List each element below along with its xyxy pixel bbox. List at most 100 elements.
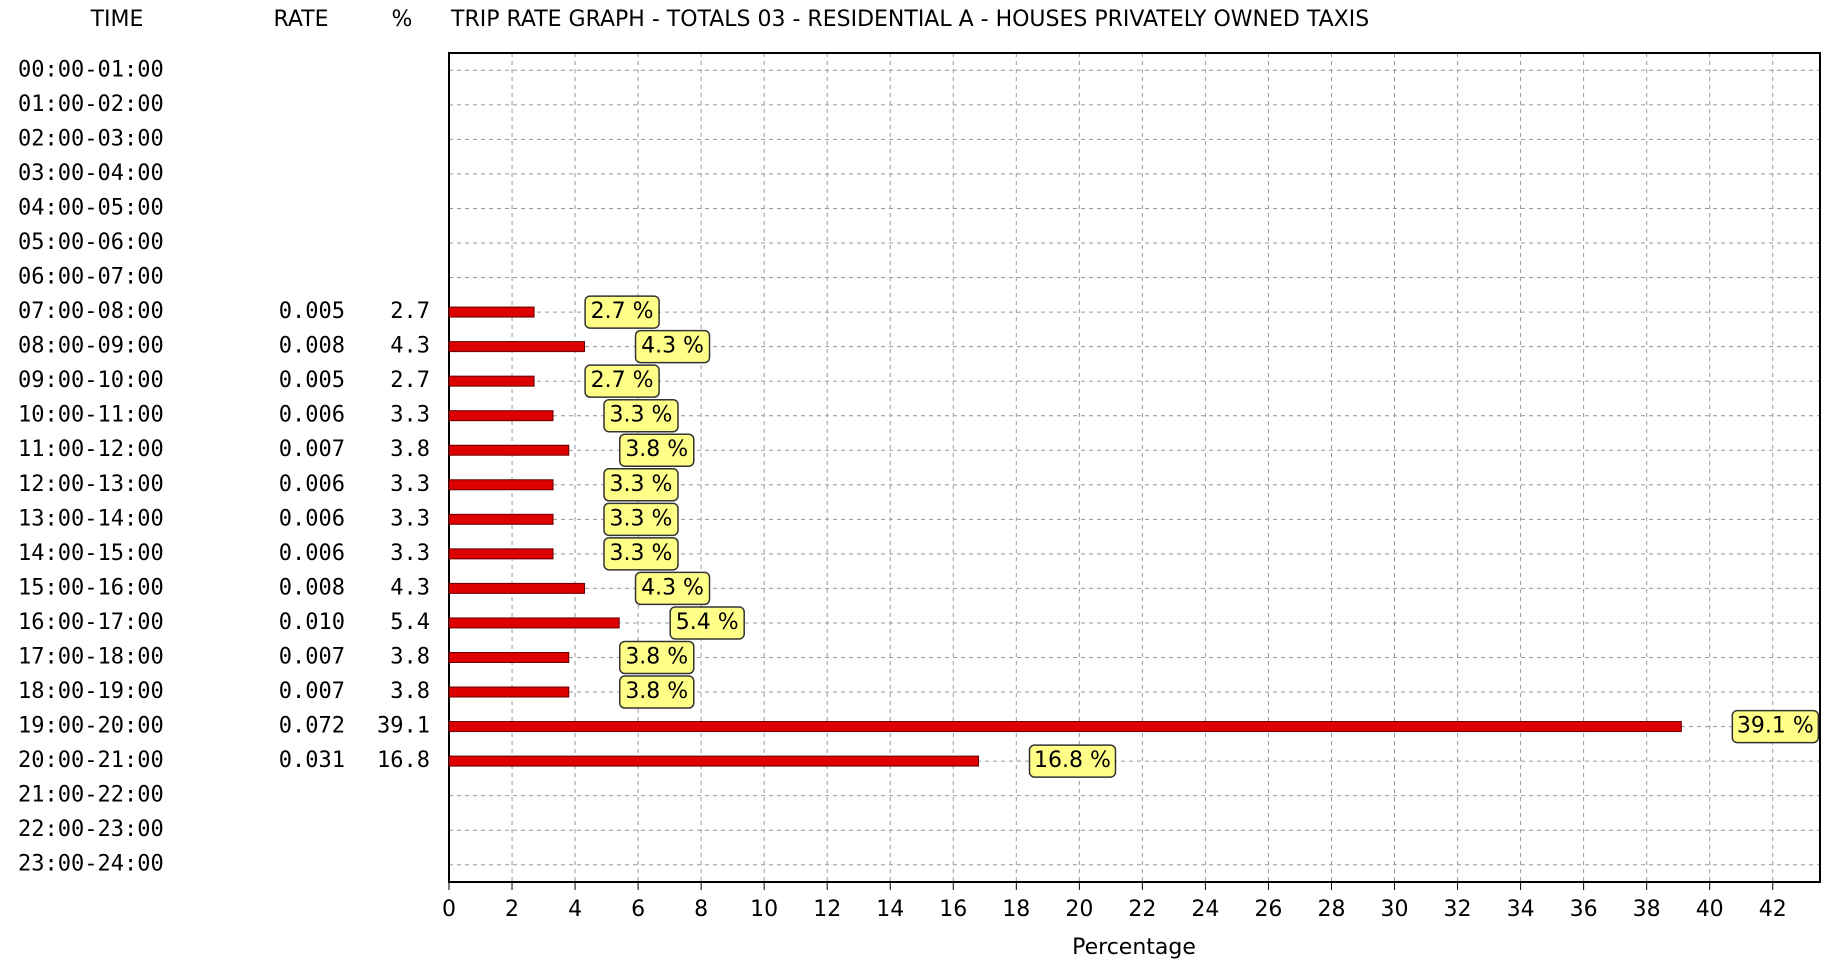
bar (448, 410, 554, 422)
bar (448, 755, 979, 767)
rate-label: 0.031 (279, 748, 345, 773)
x-tick-label: 34 (1507, 897, 1535, 922)
time-label: 09:00-10:00 (18, 368, 164, 393)
rate-label: 0.007 (279, 437, 345, 462)
data-label-box (619, 640, 695, 675)
time-label: 00:00-01:00 (18, 57, 164, 82)
x-tick-label: 20 (1065, 897, 1093, 922)
x-axis-label: Percentage (1072, 935, 1196, 960)
data-label-box (619, 675, 695, 709)
x-tick-label: 6 (631, 897, 645, 922)
data-label-box (1731, 709, 1820, 744)
bar (448, 651, 570, 663)
x-tick-label: 26 (1254, 897, 1282, 922)
time-label: 01:00-02:00 (18, 92, 164, 117)
rate-label: 0.005 (279, 368, 345, 393)
data-label-box (603, 398, 679, 433)
time-label: 23:00-24:00 (18, 852, 164, 877)
rate-label: 0.005 (279, 299, 345, 324)
x-tick-label: 24 (1191, 897, 1219, 922)
bar (448, 617, 620, 629)
bar (448, 548, 554, 560)
bar (448, 686, 570, 698)
bar (448, 582, 586, 594)
x-tick-label: 0 (442, 897, 456, 922)
rate-label: 0.006 (279, 472, 345, 497)
time-label: 03:00-04:00 (18, 161, 164, 186)
bar (448, 375, 535, 387)
data-label: 2.7 % (591, 299, 654, 324)
time-label: 07:00-08:00 (18, 299, 164, 324)
percent-header: % (392, 7, 413, 32)
percent-label: 3.3 (390, 541, 430, 566)
x-tick-label: 22 (1128, 897, 1156, 922)
time-label: 10:00-11:00 (18, 403, 164, 428)
time-label: 02:00-03:00 (18, 126, 164, 151)
rate-label: 0.006 (279, 541, 345, 566)
data-label-box (603, 537, 679, 571)
data-label: 3.3 % (610, 541, 673, 566)
bar (448, 513, 554, 525)
percent-label: 3.3 (390, 403, 430, 428)
data-label-box (603, 502, 679, 537)
time-label: 11:00-12:00 (18, 437, 164, 462)
x-tick-label: 2 (505, 897, 519, 922)
plot-frame (448, 52, 1821, 883)
data-label: 4.3 % (641, 575, 704, 600)
percent-label: 2.7 (390, 368, 430, 393)
data-label-box (603, 468, 679, 502)
rate-label: 0.006 (279, 403, 345, 428)
bar (448, 306, 535, 318)
x-tick-label: 14 (876, 897, 904, 922)
x-tick-label: 40 (1696, 897, 1724, 922)
time-label: 06:00-07:00 (18, 265, 164, 290)
percent-label: 3.8 (390, 644, 430, 669)
time-label: 13:00-14:00 (18, 506, 164, 531)
x-tick-label: 4 (568, 897, 582, 922)
time-label: 20:00-21:00 (18, 748, 164, 773)
plot-area (449, 53, 1820, 882)
data-label-box (634, 571, 711, 606)
bar (448, 444, 570, 456)
time-label: 22:00-23:00 (18, 817, 164, 842)
rate-label: 0.007 (279, 644, 345, 669)
data-label-box (634, 329, 711, 364)
data-label: 3.3 % (610, 472, 673, 497)
data-label: 3.8 % (625, 679, 688, 704)
percent-label: 4.3 (390, 575, 430, 600)
time-label: 14:00-15:00 (18, 541, 164, 566)
x-tick-label: 28 (1317, 897, 1345, 922)
rate-header: RATE (273, 7, 328, 32)
x-tick-label: 36 (1570, 897, 1598, 922)
rate-label: 0.010 (279, 610, 345, 635)
x-tick-label: 10 (750, 897, 778, 922)
x-tick-label: 8 (694, 897, 708, 922)
time-label: 18:00-19:00 (18, 679, 164, 704)
data-label-box (669, 606, 745, 640)
x-tick-label: 32 (1444, 897, 1472, 922)
time-header: TIME (90, 7, 144, 32)
bar (448, 721, 1682, 733)
percent-label: 4.3 (390, 334, 430, 359)
data-label: 3.8 % (625, 437, 688, 462)
data-label: 3.3 % (610, 403, 673, 428)
percent-label: 5.4 (390, 610, 430, 635)
data-label: 39.1 % (1737, 714, 1814, 739)
data-label-box (584, 295, 660, 329)
bar (448, 479, 554, 491)
x-tick-label: 12 (813, 897, 841, 922)
data-label-box (584, 364, 660, 398)
time-label: 08:00-09:00 (18, 334, 164, 359)
data-label: 16.8 % (1034, 748, 1111, 773)
data-label: 3.3 % (610, 506, 673, 531)
rate-label: 0.072 (279, 714, 345, 739)
percent-label: 3.3 (390, 472, 430, 497)
time-label: 16:00-17:00 (18, 610, 164, 635)
x-tick-label: 18 (1002, 897, 1030, 922)
x-tick-label: 16 (939, 897, 967, 922)
percent-label: 2.7 (390, 299, 430, 324)
x-tick-label: 42 (1759, 897, 1787, 922)
data-label: 4.3 % (641, 334, 704, 359)
time-label: 15:00-16:00 (18, 575, 164, 600)
